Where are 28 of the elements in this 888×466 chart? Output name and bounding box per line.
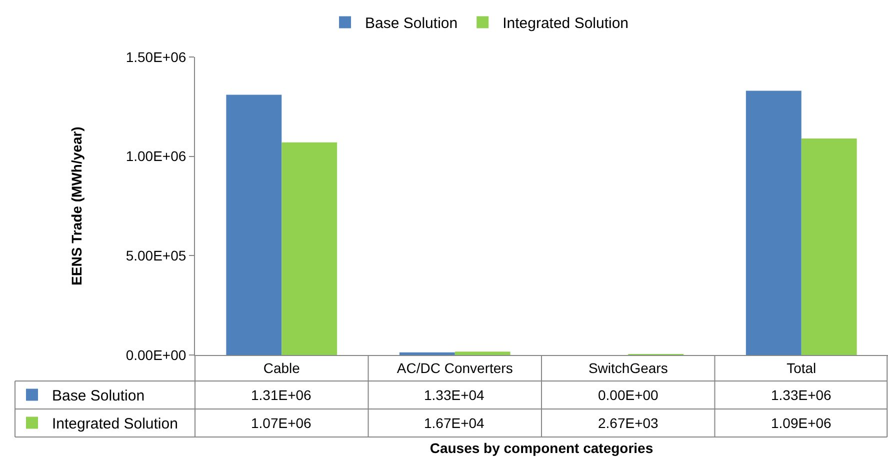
legend-label: Integrated Solution: [502, 15, 629, 32]
data-label: 1.33E+06: [771, 387, 832, 403]
data-label: 0.00E+00: [598, 387, 659, 403]
y-tick-label: 1.50E+06: [126, 48, 186, 65]
x-tick-label: AC/DC Converters: [396, 360, 513, 376]
y-tick-label: 1.00E+06: [126, 148, 186, 164]
data-label: 2.67E+03: [598, 415, 659, 431]
data-label: 1.31E+06: [251, 387, 312, 403]
x-axis-title: Causes by component categories: [430, 440, 654, 456]
bar: [399, 352, 455, 355]
x-tick-label: SwitchGears: [588, 360, 668, 376]
data-label: 1.33E+04: [424, 387, 485, 403]
data-label: 1.67E+04: [424, 415, 485, 431]
bar: [454, 352, 510, 355]
legend-label: Base Solution: [365, 15, 458, 32]
y-axis-title: EENS Trade (MWh/year): [68, 126, 84, 286]
bar: [282, 142, 338, 355]
data-label: 1.07E+06: [251, 415, 312, 431]
x-tick-label: Total: [786, 360, 816, 376]
text: Base Solution: [52, 388, 145, 405]
text: Integrated Solution: [52, 416, 178, 433]
y-tick-label: 0.00E+00: [126, 346, 186, 363]
bar: [746, 90, 802, 355]
x-tick-label: Cable: [263, 360, 300, 376]
data-label: 1.09E+06: [771, 415, 832, 431]
y-tick-label: 5.00E+05: [126, 248, 186, 264]
bar: [226, 94, 282, 355]
bar: [801, 138, 857, 355]
